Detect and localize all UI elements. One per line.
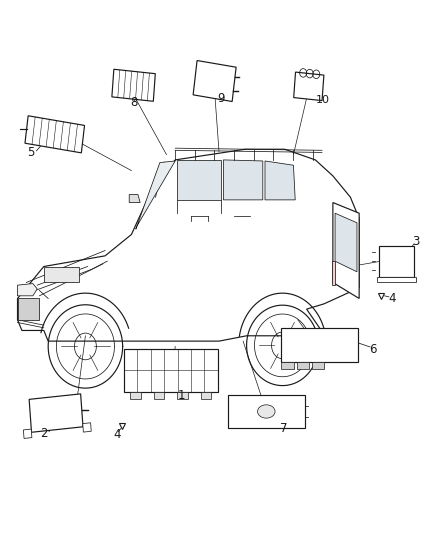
Bar <box>177 392 188 399</box>
Polygon shape <box>18 284 37 296</box>
Bar <box>130 392 141 399</box>
Polygon shape <box>333 203 359 298</box>
Text: 4: 4 <box>388 292 396 305</box>
Bar <box>312 362 324 369</box>
Bar <box>201 392 212 399</box>
Bar <box>44 266 79 282</box>
Polygon shape <box>18 149 359 341</box>
Bar <box>124 349 218 392</box>
Bar <box>281 362 293 369</box>
Text: 10: 10 <box>316 95 330 104</box>
Polygon shape <box>294 72 324 101</box>
Polygon shape <box>129 195 140 203</box>
Polygon shape <box>177 160 221 200</box>
Polygon shape <box>112 69 155 101</box>
Bar <box>228 395 305 428</box>
Bar <box>379 246 414 277</box>
Text: 5: 5 <box>27 147 34 159</box>
Bar <box>377 277 416 282</box>
Ellipse shape <box>258 405 275 418</box>
Text: 6: 6 <box>369 343 377 356</box>
Polygon shape <box>223 160 263 200</box>
Polygon shape <box>29 394 83 432</box>
Polygon shape <box>83 423 91 432</box>
Bar <box>297 362 309 369</box>
Polygon shape <box>265 161 295 200</box>
Polygon shape <box>335 213 357 272</box>
Polygon shape <box>332 261 335 285</box>
Bar <box>281 327 358 362</box>
Bar <box>154 392 164 399</box>
Polygon shape <box>25 116 85 153</box>
Text: 1: 1 <box>178 389 186 402</box>
Polygon shape <box>193 61 236 101</box>
Text: 3: 3 <box>413 236 420 248</box>
Text: 7: 7 <box>280 422 288 435</box>
Text: 4: 4 <box>113 428 121 441</box>
Polygon shape <box>136 161 175 229</box>
Text: 9: 9 <box>217 92 225 105</box>
Text: 2: 2 <box>40 427 48 440</box>
Polygon shape <box>18 298 39 320</box>
Polygon shape <box>23 429 32 439</box>
Text: 8: 8 <box>130 96 137 109</box>
